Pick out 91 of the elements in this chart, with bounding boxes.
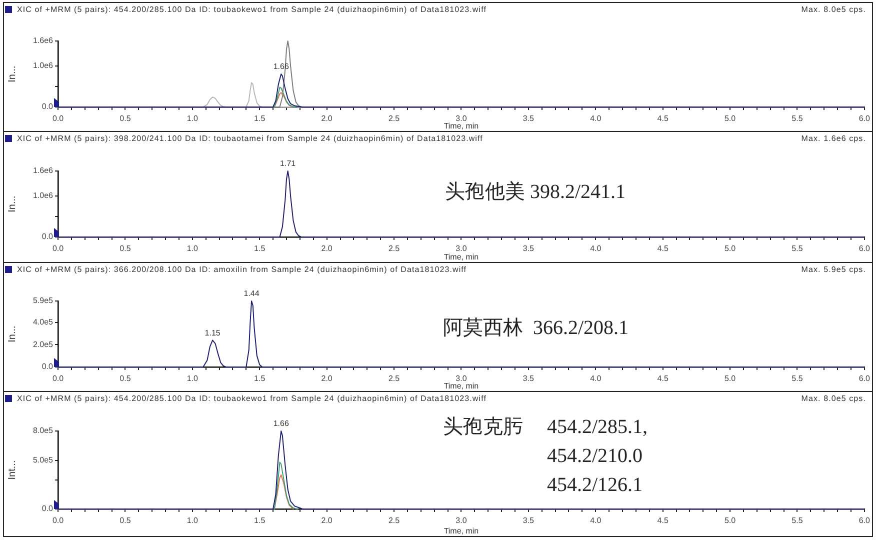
- x-tick-label: 0.5: [120, 244, 132, 254]
- x-tick-label: 3.5: [522, 374, 535, 384]
- chart-subtitle: Max. 8.0e5 cps.: [801, 4, 866, 15]
- y-tick-label: 8.0e5: [32, 426, 54, 436]
- x-tick-label: 6.0: [858, 516, 871, 526]
- x-tick-label: 3.0: [456, 114, 468, 124]
- y-tick-label: 0.0: [42, 504, 54, 514]
- y-axis-title: In...: [6, 196, 18, 212]
- chart-title: XIC of +MRM (5 pairs): 454.200/285.100 Da ID: toubaokewo1 from Sample 24 (duizhaopin6min) of Data181023.wiff: [17, 4, 486, 15]
- chart-title: XIC of +MRM (5 pairs): 366.200/208.100 Da ID: amoxilin from Sample 24 (duizhaopin6min) of Data181023.wiff: [17, 264, 467, 275]
- y-axis-title: In...: [6, 326, 18, 342]
- x-tick-label: 4.5: [657, 244, 669, 254]
- x-tick-label: 4.5: [657, 374, 669, 384]
- x-tick-label: 4.0: [590, 244, 602, 254]
- y-tick-label: 5.0e5: [32, 455, 54, 464]
- annotation: 454.2/126.1: [547, 474, 644, 496]
- x-tick-label: 6.0: [858, 244, 871, 254]
- annotation: 阿莫西林 366.2/208.1: [443, 317, 629, 339]
- y-axis-title: In...: [6, 66, 18, 82]
- annotation: 454.2/285.1,: [547, 416, 648, 438]
- y-tick-label: 1.0e6: [32, 190, 54, 200]
- x-tick-label: 5.0: [724, 114, 736, 124]
- y-tick-label: 0.0: [42, 102, 54, 112]
- annotation: 头孢他美 398.2/241.1: [445, 181, 626, 203]
- x-tick-label: 1.0: [186, 114, 199, 124]
- y-axis-title: Int...: [6, 460, 18, 480]
- x-tick-label: 3.5: [522, 114, 535, 124]
- x-tick-label: 2.5: [388, 114, 400, 124]
- x-tick-label: 5.5: [792, 114, 804, 124]
- x-tick-label: 5.0: [724, 244, 736, 254]
- chart-title: XIC of +MRM (5 pairs): 398.200/241.100 Da ID: toubaotamei from Sample 24 (duizhaopin6min) of Data181023.wiff: [17, 133, 483, 144]
- chart-subtitle: Max. 8.0e5 cps.: [801, 393, 866, 404]
- x-tick-label: 1.0: [186, 244, 199, 254]
- x-tick-label: 0.0: [52, 516, 64, 526]
- x-tick-label: 1.5: [254, 516, 266, 526]
- annotation: 454.2/210.0: [547, 445, 644, 467]
- x-tick-label: 1.0: [186, 516, 199, 526]
- y-tick-label: 0.0: [42, 362, 54, 372]
- x-tick-label: 4.0: [590, 374, 602, 384]
- annotation: 1.71: [280, 159, 296, 168]
- annotation: 1.66: [273, 419, 290, 428]
- x-tick-label: 0.0: [52, 374, 64, 384]
- x-axis-title: Time, min: [444, 121, 479, 130]
- x-axis-title: Time, min: [444, 252, 479, 262]
- x-axis-title: Time, min: [444, 526, 479, 536]
- x-tick-label: 0.5: [120, 114, 132, 124]
- x-tick-label: 0.0: [52, 114, 64, 124]
- x-tick-label: 2.5: [388, 244, 400, 254]
- y-tick-label: 1.6e6: [32, 36, 54, 46]
- x-tick-label: 3.0: [456, 244, 468, 254]
- annotation: 1.15: [204, 328, 221, 338]
- x-tick-label: 1.0: [186, 374, 199, 384]
- x-tick-label: 5.0: [724, 516, 736, 526]
- y-tick-label: 1.0e6: [32, 60, 54, 70]
- x-tick-label: 6.0: [858, 374, 871, 384]
- chart-subtitle: Max. 1.6e6 cps.: [801, 133, 866, 144]
- y-tick-label: 5.9e5: [32, 296, 54, 306]
- x-tick-label: 1.5: [254, 244, 266, 254]
- x-tick-label: 1.5: [254, 114, 266, 124]
- x-tick-label: 0.5: [120, 374, 132, 384]
- x-tick-label: 6.0: [858, 114, 871, 124]
- x-tick-label: 4.0: [590, 114, 602, 124]
- annotation: 1.44: [244, 289, 260, 298]
- x-tick-label: 5.5: [792, 244, 804, 254]
- y-tick-label: 0.0: [42, 232, 54, 242]
- annotation: 头孢克肟: [443, 416, 523, 438]
- x-tick-label: 2.5: [388, 374, 400, 384]
- y-tick-label: 4.0e5: [32, 317, 54, 326]
- x-tick-label: 3.0: [456, 374, 468, 384]
- chart-subtitle: Max. 5.9e5 cps.: [801, 264, 866, 275]
- x-tick-label: 4.5: [657, 516, 669, 526]
- x-axis-title: Time, min: [444, 381, 479, 390]
- x-tick-label: 0.0: [52, 244, 64, 254]
- x-tick-label: 2.5: [388, 516, 400, 526]
- x-tick-label: 3.5: [522, 516, 535, 526]
- x-tick-label: 5.5: [792, 374, 804, 384]
- chart-title: XIC of +MRM (5 pairs): 454.200/285.100 Da ID: toubaokewo1 from Sample 24 (duizhaopin6min) of Data181023.wiff: [17, 393, 486, 404]
- y-tick-label: 1.6e6: [32, 166, 54, 176]
- x-tick-label: 2.0: [321, 516, 333, 526]
- x-tick-label: 5.5: [792, 516, 804, 526]
- y-tick-label: 2.0e5: [32, 340, 54, 349]
- x-tick-label: 4.0: [590, 516, 602, 526]
- x-tick-label: 4.5: [657, 114, 669, 124]
- x-tick-label: 2.0: [321, 114, 333, 124]
- x-tick-label: 2.0: [321, 374, 333, 384]
- x-tick-label: 0.5: [120, 516, 132, 526]
- x-tick-label: 2.0: [321, 244, 333, 254]
- x-tick-label: 3.0: [456, 516, 468, 526]
- x-tick-label: 5.0: [724, 374, 736, 384]
- x-tick-label: 1.5: [254, 374, 266, 384]
- x-tick-label: 3.5: [522, 244, 535, 254]
